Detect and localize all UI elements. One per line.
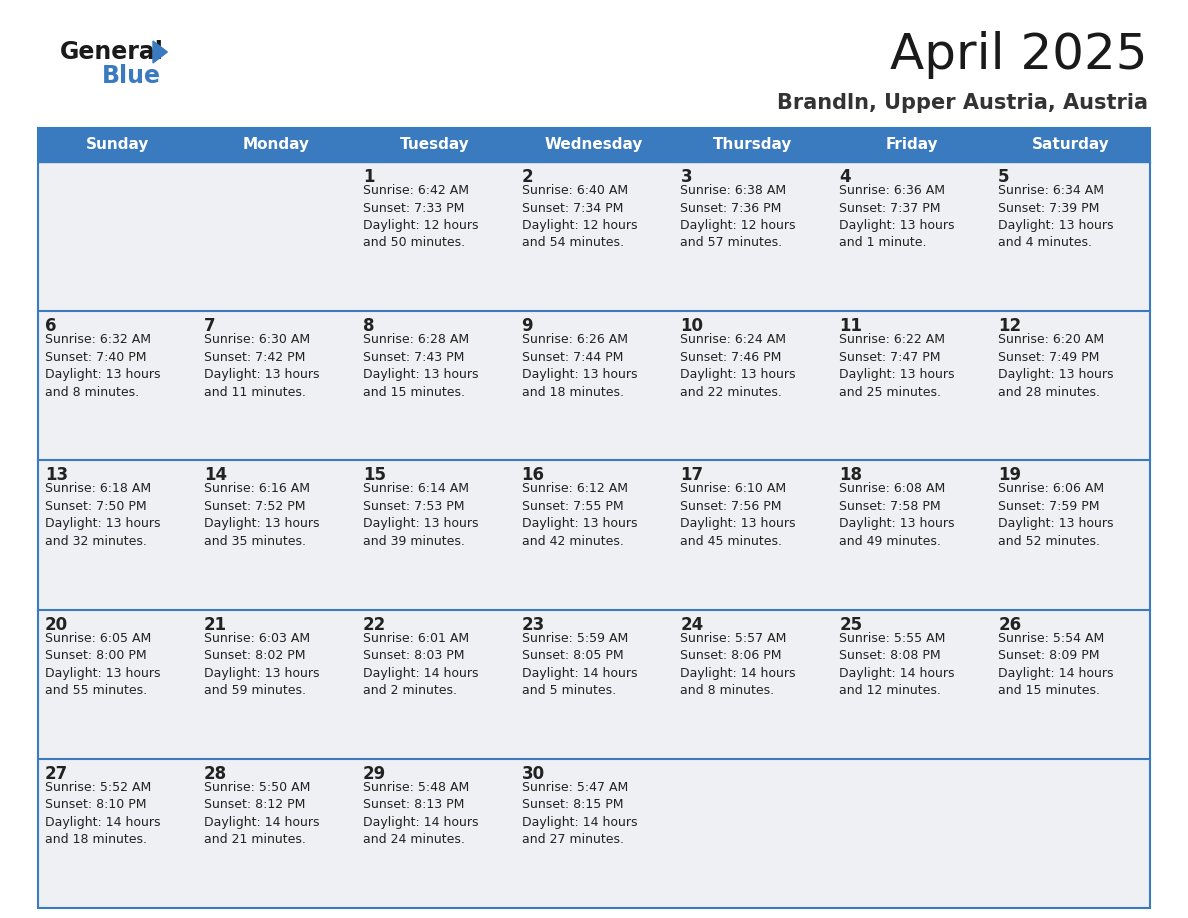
Text: Sunrise: 6:10 AM
Sunset: 7:56 PM
Daylight: 13 hours
and 45 minutes.: Sunrise: 6:10 AM Sunset: 7:56 PM Dayligh… bbox=[681, 482, 796, 548]
Text: Sunrise: 5:50 AM
Sunset: 8:12 PM
Daylight: 14 hours
and 21 minutes.: Sunrise: 5:50 AM Sunset: 8:12 PM Dayligh… bbox=[204, 781, 320, 846]
Text: 3: 3 bbox=[681, 168, 693, 186]
Text: Sunrise: 6:08 AM
Sunset: 7:58 PM
Daylight: 13 hours
and 49 minutes.: Sunrise: 6:08 AM Sunset: 7:58 PM Dayligh… bbox=[839, 482, 955, 548]
Text: 2: 2 bbox=[522, 168, 533, 186]
Text: Sunrise: 6:32 AM
Sunset: 7:40 PM
Daylight: 13 hours
and 8 minutes.: Sunrise: 6:32 AM Sunset: 7:40 PM Dayligh… bbox=[45, 333, 160, 398]
Text: 12: 12 bbox=[998, 318, 1022, 335]
Text: Friday: Friday bbox=[885, 138, 939, 152]
Text: 7: 7 bbox=[204, 318, 215, 335]
Text: 20: 20 bbox=[45, 616, 68, 633]
Text: 10: 10 bbox=[681, 318, 703, 335]
Text: Sunrise: 5:48 AM
Sunset: 8:13 PM
Daylight: 14 hours
and 24 minutes.: Sunrise: 5:48 AM Sunset: 8:13 PM Dayligh… bbox=[362, 781, 479, 846]
Text: Sunrise: 6:01 AM
Sunset: 8:03 PM
Daylight: 14 hours
and 2 minutes.: Sunrise: 6:01 AM Sunset: 8:03 PM Dayligh… bbox=[362, 632, 479, 697]
Text: 18: 18 bbox=[839, 466, 862, 485]
Text: 21: 21 bbox=[204, 616, 227, 633]
Text: 30: 30 bbox=[522, 765, 544, 783]
Text: Sunrise: 6:36 AM
Sunset: 7:37 PM
Daylight: 13 hours
and 1 minute.: Sunrise: 6:36 AM Sunset: 7:37 PM Dayligh… bbox=[839, 184, 955, 250]
Text: 11: 11 bbox=[839, 318, 862, 335]
Text: Sunrise: 6:28 AM
Sunset: 7:43 PM
Daylight: 13 hours
and 15 minutes.: Sunrise: 6:28 AM Sunset: 7:43 PM Dayligh… bbox=[362, 333, 479, 398]
Bar bbox=[38, 128, 1150, 908]
Text: Sunday: Sunday bbox=[86, 138, 150, 152]
Text: 6: 6 bbox=[45, 318, 57, 335]
Text: 14: 14 bbox=[204, 466, 227, 485]
Text: Sunrise: 6:16 AM
Sunset: 7:52 PM
Daylight: 13 hours
and 35 minutes.: Sunrise: 6:16 AM Sunset: 7:52 PM Dayligh… bbox=[204, 482, 320, 548]
Text: Wednesday: Wednesday bbox=[545, 138, 643, 152]
Text: Sunrise: 6:03 AM
Sunset: 8:02 PM
Daylight: 13 hours
and 59 minutes.: Sunrise: 6:03 AM Sunset: 8:02 PM Dayligh… bbox=[204, 632, 320, 697]
Bar bbox=[38, 128, 1150, 162]
Text: 24: 24 bbox=[681, 616, 703, 633]
Text: Sunrise: 5:59 AM
Sunset: 8:05 PM
Daylight: 14 hours
and 5 minutes.: Sunrise: 5:59 AM Sunset: 8:05 PM Dayligh… bbox=[522, 632, 637, 697]
Text: Sunrise: 6:14 AM
Sunset: 7:53 PM
Daylight: 13 hours
and 39 minutes.: Sunrise: 6:14 AM Sunset: 7:53 PM Dayligh… bbox=[362, 482, 479, 548]
Polygon shape bbox=[153, 41, 168, 63]
Text: Sunrise: 5:47 AM
Sunset: 8:15 PM
Daylight: 14 hours
and 27 minutes.: Sunrise: 5:47 AM Sunset: 8:15 PM Dayligh… bbox=[522, 781, 637, 846]
Text: Sunrise: 6:24 AM
Sunset: 7:46 PM
Daylight: 13 hours
and 22 minutes.: Sunrise: 6:24 AM Sunset: 7:46 PM Dayligh… bbox=[681, 333, 796, 398]
Text: Blue: Blue bbox=[102, 64, 162, 88]
Text: 13: 13 bbox=[45, 466, 68, 485]
Text: 19: 19 bbox=[998, 466, 1022, 485]
Text: Sunrise: 6:42 AM
Sunset: 7:33 PM
Daylight: 12 hours
and 50 minutes.: Sunrise: 6:42 AM Sunset: 7:33 PM Dayligh… bbox=[362, 184, 479, 250]
Text: 17: 17 bbox=[681, 466, 703, 485]
Text: Sunrise: 6:34 AM
Sunset: 7:39 PM
Daylight: 13 hours
and 4 minutes.: Sunrise: 6:34 AM Sunset: 7:39 PM Dayligh… bbox=[998, 184, 1113, 250]
Text: Sunrise: 6:40 AM
Sunset: 7:34 PM
Daylight: 12 hours
and 54 minutes.: Sunrise: 6:40 AM Sunset: 7:34 PM Dayligh… bbox=[522, 184, 637, 250]
Text: Sunrise: 6:12 AM
Sunset: 7:55 PM
Daylight: 13 hours
and 42 minutes.: Sunrise: 6:12 AM Sunset: 7:55 PM Dayligh… bbox=[522, 482, 637, 548]
Text: Sunrise: 6:18 AM
Sunset: 7:50 PM
Daylight: 13 hours
and 32 minutes.: Sunrise: 6:18 AM Sunset: 7:50 PM Dayligh… bbox=[45, 482, 160, 548]
Text: 28: 28 bbox=[204, 765, 227, 783]
Text: Tuesday: Tuesday bbox=[400, 138, 470, 152]
Text: 16: 16 bbox=[522, 466, 544, 485]
Text: Thursday: Thursday bbox=[713, 138, 792, 152]
Text: Brandln, Upper Austria, Austria: Brandln, Upper Austria, Austria bbox=[777, 93, 1148, 113]
Text: Sunrise: 5:57 AM
Sunset: 8:06 PM
Daylight: 14 hours
and 8 minutes.: Sunrise: 5:57 AM Sunset: 8:06 PM Dayligh… bbox=[681, 632, 796, 697]
Bar bbox=[38, 162, 1150, 908]
Text: 5: 5 bbox=[998, 168, 1010, 186]
Text: Sunrise: 6:30 AM
Sunset: 7:42 PM
Daylight: 13 hours
and 11 minutes.: Sunrise: 6:30 AM Sunset: 7:42 PM Dayligh… bbox=[204, 333, 320, 398]
Text: 4: 4 bbox=[839, 168, 851, 186]
Text: Sunrise: 5:52 AM
Sunset: 8:10 PM
Daylight: 14 hours
and 18 minutes.: Sunrise: 5:52 AM Sunset: 8:10 PM Dayligh… bbox=[45, 781, 160, 846]
Text: 29: 29 bbox=[362, 765, 386, 783]
Text: 1: 1 bbox=[362, 168, 374, 186]
Text: 26: 26 bbox=[998, 616, 1022, 633]
Text: Sunrise: 6:26 AM
Sunset: 7:44 PM
Daylight: 13 hours
and 18 minutes.: Sunrise: 6:26 AM Sunset: 7:44 PM Dayligh… bbox=[522, 333, 637, 398]
Text: Monday: Monday bbox=[242, 138, 310, 152]
Text: 22: 22 bbox=[362, 616, 386, 633]
Text: Sunrise: 6:05 AM
Sunset: 8:00 PM
Daylight: 13 hours
and 55 minutes.: Sunrise: 6:05 AM Sunset: 8:00 PM Dayligh… bbox=[45, 632, 160, 697]
Text: Sunrise: 5:55 AM
Sunset: 8:08 PM
Daylight: 14 hours
and 12 minutes.: Sunrise: 5:55 AM Sunset: 8:08 PM Dayligh… bbox=[839, 632, 955, 697]
Text: 23: 23 bbox=[522, 616, 545, 633]
Text: Sunrise: 6:22 AM
Sunset: 7:47 PM
Daylight: 13 hours
and 25 minutes.: Sunrise: 6:22 AM Sunset: 7:47 PM Dayligh… bbox=[839, 333, 955, 398]
Text: 15: 15 bbox=[362, 466, 386, 485]
Text: 25: 25 bbox=[839, 616, 862, 633]
Text: Sunrise: 5:54 AM
Sunset: 8:09 PM
Daylight: 14 hours
and 15 minutes.: Sunrise: 5:54 AM Sunset: 8:09 PM Dayligh… bbox=[998, 632, 1113, 697]
Text: General: General bbox=[61, 40, 164, 64]
Text: 9: 9 bbox=[522, 318, 533, 335]
Text: Sunrise: 6:20 AM
Sunset: 7:49 PM
Daylight: 13 hours
and 28 minutes.: Sunrise: 6:20 AM Sunset: 7:49 PM Dayligh… bbox=[998, 333, 1113, 398]
Text: Saturday: Saturday bbox=[1031, 138, 1110, 152]
Text: Sunrise: 6:38 AM
Sunset: 7:36 PM
Daylight: 12 hours
and 57 minutes.: Sunrise: 6:38 AM Sunset: 7:36 PM Dayligh… bbox=[681, 184, 796, 250]
Text: April 2025: April 2025 bbox=[891, 31, 1148, 79]
Text: Sunrise: 6:06 AM
Sunset: 7:59 PM
Daylight: 13 hours
and 52 minutes.: Sunrise: 6:06 AM Sunset: 7:59 PM Dayligh… bbox=[998, 482, 1113, 548]
Text: 27: 27 bbox=[45, 765, 68, 783]
Text: 8: 8 bbox=[362, 318, 374, 335]
